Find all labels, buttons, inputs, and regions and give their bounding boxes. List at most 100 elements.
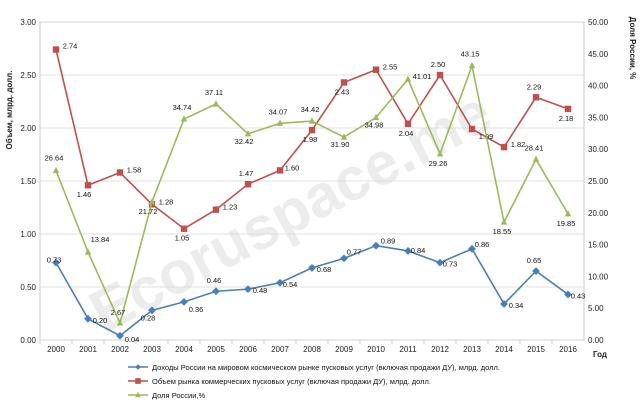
data-label: 0.54 [283,280,298,289]
x-axis-unit-label: Год [593,350,607,359]
x-tick-label: 2011 [399,345,417,354]
data-point-marker [340,79,348,86]
data-label: 1.28 [159,197,174,206]
data-point-marker [500,218,508,225]
data-point-marker [436,150,444,157]
data-point-marker [148,198,156,205]
data-label: 31.90 [331,140,350,149]
data-label: 0.43 [571,291,586,300]
data-point-marker [564,209,572,217]
x-tick-label: 2012 [431,345,449,354]
data-label: 0.86 [475,240,490,249]
data-label: 0.28 [141,313,156,322]
data-label: 1.58 [127,166,142,175]
data-label: 2.04 [399,129,414,138]
y-left-tick-label: 2.50 [20,71,36,80]
data-point-marker [212,287,220,296]
y-right-tick-label: 10.00 [588,272,609,281]
y-axis-left-label: Объем, млрд. долл. [5,71,14,150]
data-point-marker [532,267,540,276]
legend-label: Объем рынка коммерческих пусковых услуг … [152,377,431,386]
data-point-marker [404,75,412,82]
data-label: 41.01 [413,72,432,81]
data-label: 0.84 [411,246,426,255]
data-point-marker [500,143,508,151]
x-tick-label: 2014 [495,345,513,354]
data-point-marker [532,155,540,162]
data-label: 0.73 [443,260,458,269]
y-right-tick-label: 5.00 [588,304,604,313]
data-point-marker [276,278,284,287]
data-label: 1.60 [285,163,300,172]
data-label: 1.98 [303,135,318,144]
data-label: 37.11 [205,88,223,97]
x-tick-label: 2002 [111,345,129,354]
data-point-marker [308,126,316,134]
data-label: 32.42 [235,137,254,146]
data-label: 1.82 [511,140,526,149]
data-label: 34.74 [173,103,192,112]
data-label: 0.77 [347,247,362,256]
data-label: 1.47 [239,169,254,178]
data-label: 34.42 [301,105,320,114]
data-label: 26.64 [45,154,64,163]
y-right-tick-label: 20.00 [588,209,609,218]
data-point-marker [244,130,252,137]
x-tick-label: 2010 [367,345,385,354]
legend-marker [135,391,141,398]
data-point-marker [116,169,124,176]
data-point-marker [244,285,252,294]
data-label: 19.85 [557,219,576,228]
data-label: 28.41 [525,143,544,152]
data-label: 13.84 [91,235,110,244]
x-tick-label: 2008 [303,345,321,354]
x-tick-label: 2015 [527,345,545,354]
data-label: 0.48 [253,286,268,295]
legend: Доходы России на мировом космическом рын… [128,363,500,400]
x-tick-label: 2000 [47,345,65,354]
legend-label: Доля России,% [152,391,205,400]
data-point-marker [372,113,380,121]
axes: 0.00 0.50 1.00 1.50 2.00 2.50 3.00 0.00 5.00 10.0… [20,18,608,354]
data-label: 0.68 [317,265,332,274]
data-label: 18.55 [493,227,512,236]
data-label: 21.72 [139,207,158,216]
y-right-tick-label: 25.00 [588,177,609,186]
data-point-marker [436,258,444,267]
data-label: 2.50 [431,60,446,69]
data-point-marker [564,290,572,299]
data-point-marker [84,314,92,323]
x-tick-label: 2001 [79,345,97,354]
y-right-tick-label: 30.00 [588,145,609,154]
data-label: 2.67 [111,308,126,317]
data-label: 0.89 [381,237,396,246]
x-tick-label: 2016 [559,345,577,354]
x-tick-label: 2005 [207,345,225,354]
data-point-marker [180,225,188,232]
data-label: 29.26 [429,159,448,168]
data-label: 2.55 [383,63,398,72]
data-point-marker [404,247,412,255]
data-label: 43.15 [461,50,480,59]
series-layer: 0.73 0.20 0.04 0.28 0.36 0.46 0.48 0.54 0.68 0.77… [45,42,586,344]
data-label: 2.29 [527,82,542,91]
data-point-marker [372,66,380,73]
y-left-tick-label: 1.00 [20,230,36,239]
x-tick-label: 2007 [271,345,289,354]
y-axis-right-label: Доля России, % [628,17,637,80]
data-point-marker [340,133,348,140]
data-point-marker [340,254,348,263]
y-left-tick-label: 0.50 [20,283,36,292]
y-right-tick-label: 40.00 [588,82,609,91]
data-point-marker [148,306,156,315]
y-left-tick-label: 3.00 [20,18,36,27]
data-point-marker [116,331,124,340]
data-point-marker [372,241,380,250]
data-label: 0.65 [527,256,542,265]
data-point-marker [468,61,476,69]
x-tick-label: 2003 [143,345,161,354]
y-right-tick-label: 35.00 [588,113,609,122]
x-tick-label: 2006 [239,345,257,354]
